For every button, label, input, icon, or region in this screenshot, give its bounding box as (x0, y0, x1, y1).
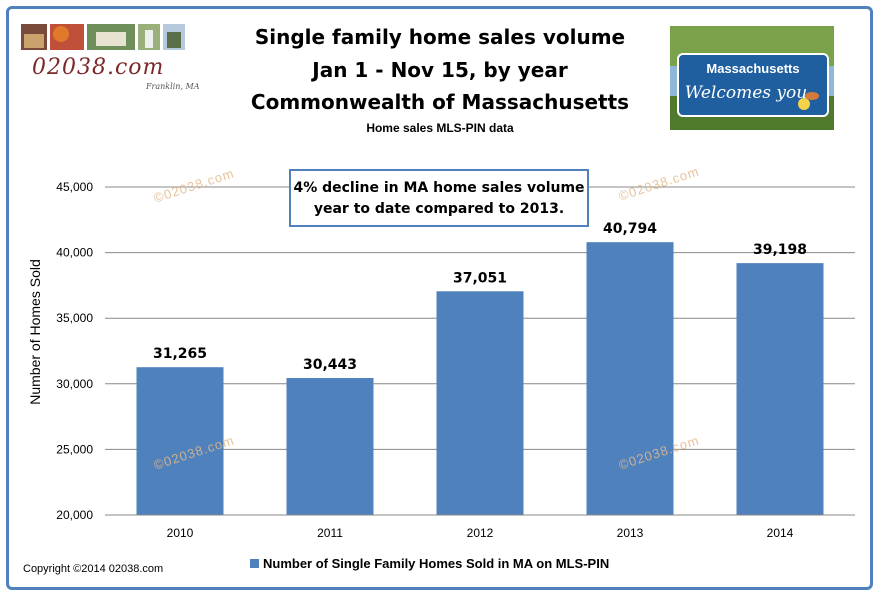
massachusetts-sign-icon: Massachusetts Welcomes you (670, 26, 834, 130)
svg-text:Welcomes you: Welcomes you (685, 83, 807, 103)
svg-text:Massachusetts: Massachusetts (706, 61, 799, 76)
data-label: 40,794 (603, 221, 657, 237)
x-tick-label: 2012 (467, 526, 494, 540)
bar-2012 (436, 291, 524, 515)
y-tick-label: 30,000 (56, 377, 93, 391)
x-tick-label: 2014 (767, 526, 794, 540)
bar-2013 (586, 242, 674, 515)
chart-subtitle: Home sales MLS-PIN data (366, 121, 514, 135)
legend-swatch (250, 559, 259, 568)
house-photos-icon (21, 24, 185, 50)
x-tick-label: 2011 (317, 526, 343, 540)
annotation-box: 4% decline in MA home sales volume year … (289, 169, 589, 227)
data-label: 37,051 (453, 270, 507, 286)
chart-legend: Number of Single Family Homes Sold in MA… (250, 556, 609, 571)
logo-site-text: 02038.com (32, 55, 165, 80)
bar-2011 (286, 377, 374, 515)
bar-2010 (136, 367, 224, 515)
chart-title-line1: Single family home sales volume (254, 25, 626, 49)
x-tick-label: 2010 (167, 526, 194, 540)
chart-title-line2: Jan 1 - Nov 15, by year (312, 58, 568, 82)
y-tick-label: 35,000 (56, 311, 93, 325)
copyright-text: Copyright ©2014 02038.com (23, 563, 164, 575)
legend-label: Number of Single Family Homes Sold in MA… (263, 556, 610, 571)
y-tick-label: 45,000 (56, 180, 93, 194)
annotation-line2: year to date compared to 2013. (313, 201, 565, 217)
data-label: 39,198 (753, 242, 807, 258)
y-axis-label: Number of Homes Sold (27, 259, 43, 405)
logo-location-text: Franklin, MA (146, 82, 200, 91)
bar-2014 (736, 263, 824, 515)
y-tick-label: 20,000 (56, 508, 93, 522)
x-tick-label: 2013 (617, 526, 644, 540)
data-label: 31,265 (153, 346, 207, 362)
y-tick-label: 25,000 (56, 442, 93, 456)
data-label: 30,443 (303, 357, 357, 373)
y-tick-label: 40,000 (56, 246, 93, 260)
chart-title-line3: Commonwealth of Massachusetts (250, 90, 630, 114)
annotation-line1: 4% decline in MA home sales volume (293, 180, 585, 196)
